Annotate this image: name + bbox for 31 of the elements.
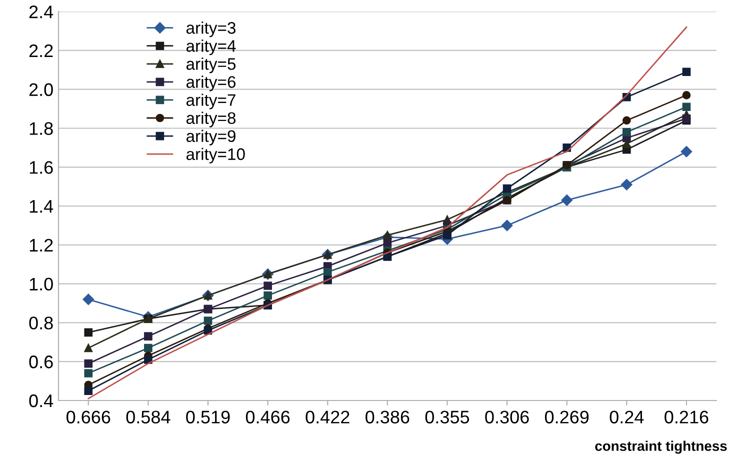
x-tick-label: 0.269: [544, 410, 589, 424]
x-tick-label: 0.355: [425, 410, 470, 424]
x-tick-label: 0.584: [126, 410, 170, 424]
y-tick-label: 0.6: [29, 356, 53, 368]
legend-label: arity=9: [186, 130, 236, 146]
y-tick-label: 0.4: [29, 394, 54, 408]
x-tick-label: 0.216: [664, 410, 708, 424]
legend-label: arity=6: [186, 76, 236, 92]
legend-label: arity=3: [186, 22, 236, 38]
legend-label: arity=4: [186, 40, 236, 56]
y-tick-label: 1.4: [30, 200, 54, 213]
x-tick-label: 0.422: [306, 410, 350, 424]
x-tick-label: 0.386: [366, 410, 410, 424]
x-axis-title: constraint tightness: [595, 440, 727, 454]
legend-label: arity=7: [186, 94, 236, 110]
x-tick-label: 0.519: [186, 410, 230, 424]
legend-label: arity=5: [186, 58, 236, 74]
y-tick-label: 2.4: [29, 6, 54, 18]
x-tick-label: 0.306: [485, 410, 529, 424]
y-tick-label: 1.0: [30, 278, 53, 291]
y-tick-label: 0.8: [29, 316, 53, 330]
y-tick-label: 2.0: [29, 83, 53, 96]
y-tick-label: 1.6: [30, 161, 53, 174]
y-tick-label: 1.8: [30, 122, 53, 135]
legend-label: arity=8: [186, 112, 236, 128]
x-tick-label: 0.666: [66, 410, 110, 424]
legend-label: arity=10: [186, 148, 245, 164]
x-tick-label: 0.24: [610, 410, 644, 424]
y-tick-label: 2.2: [29, 44, 53, 58]
y-tick-label: 1.2: [30, 238, 53, 252]
x-tick-label: 0.466: [246, 410, 290, 424]
